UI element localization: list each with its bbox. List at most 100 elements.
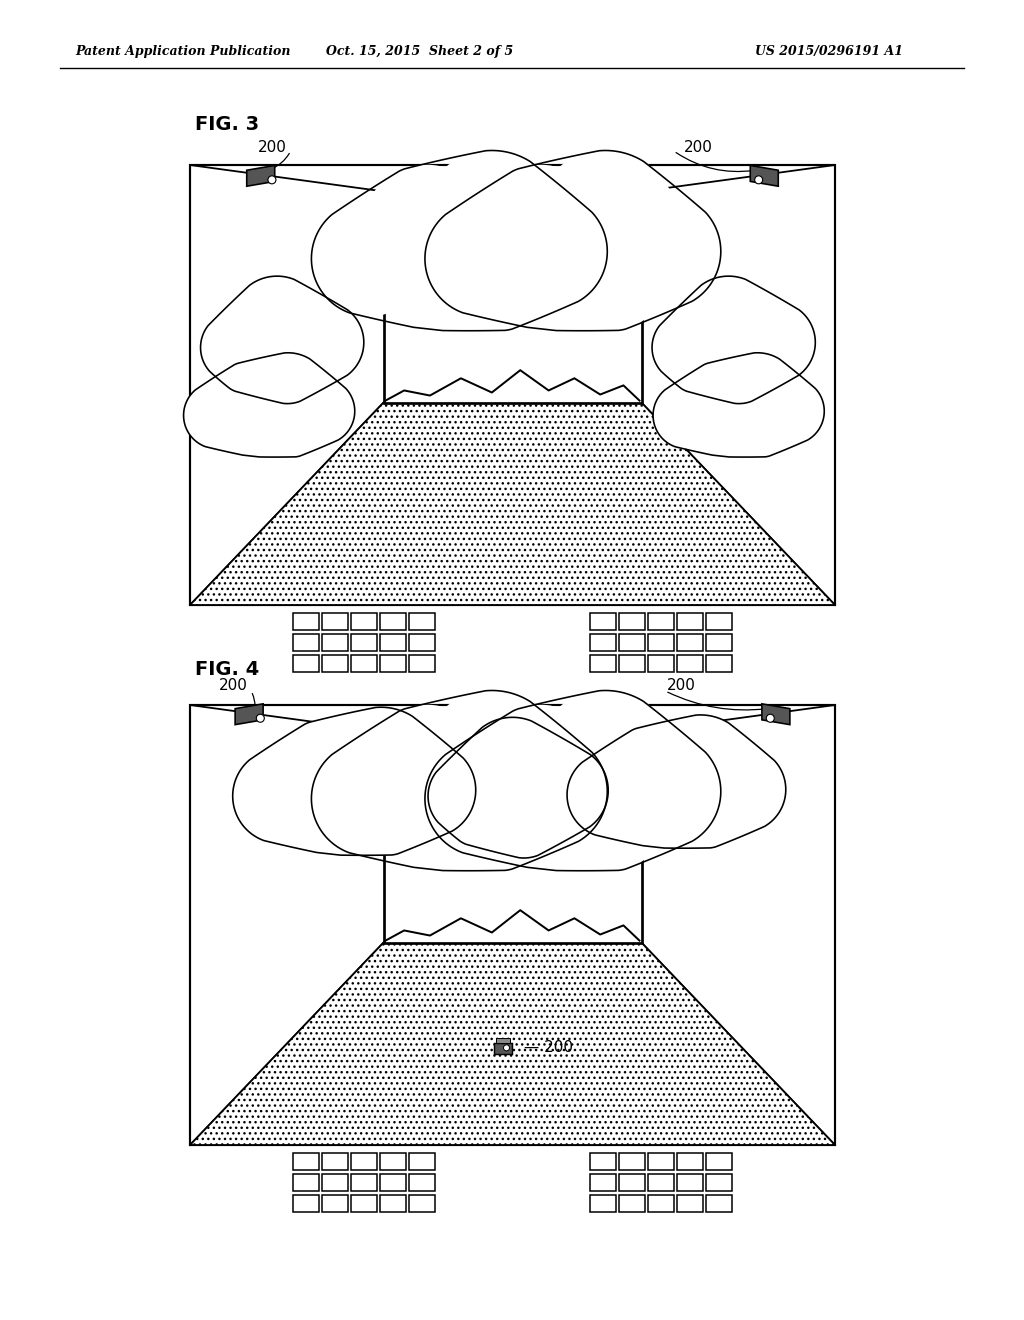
Bar: [351, 1152, 377, 1170]
Circle shape: [484, 779, 563, 858]
Bar: [618, 655, 645, 672]
Circle shape: [268, 176, 275, 183]
Bar: [351, 612, 377, 630]
Bar: [323, 1195, 348, 1212]
Bar: [380, 655, 407, 672]
Bar: [706, 634, 732, 651]
Circle shape: [605, 194, 721, 309]
Circle shape: [492, 194, 607, 309]
Circle shape: [694, 399, 754, 457]
Circle shape: [475, 165, 605, 294]
Circle shape: [668, 333, 728, 393]
Polygon shape: [751, 165, 778, 186]
Circle shape: [605, 734, 721, 849]
Circle shape: [425, 741, 541, 857]
Circle shape: [246, 352, 330, 436]
Circle shape: [703, 333, 774, 404]
Circle shape: [652, 312, 724, 383]
Bar: [384, 731, 641, 942]
Text: FIG. 3: FIG. 3: [195, 115, 259, 135]
Circle shape: [758, 378, 824, 445]
Circle shape: [311, 201, 427, 317]
Bar: [677, 655, 702, 672]
Circle shape: [232, 748, 328, 843]
Polygon shape: [762, 704, 790, 725]
Circle shape: [201, 312, 272, 383]
Bar: [590, 1173, 615, 1191]
Circle shape: [497, 770, 598, 871]
Bar: [648, 1152, 674, 1170]
Circle shape: [428, 756, 507, 836]
Circle shape: [534, 690, 678, 834]
Polygon shape: [385, 370, 640, 400]
Polygon shape: [247, 165, 274, 186]
Circle shape: [669, 774, 743, 849]
Circle shape: [462, 717, 563, 818]
Bar: [590, 1152, 615, 1170]
Bar: [410, 655, 435, 672]
Circle shape: [700, 747, 785, 833]
Circle shape: [518, 746, 608, 836]
Bar: [590, 612, 615, 630]
Bar: [677, 634, 702, 651]
Bar: [380, 612, 407, 630]
Bar: [618, 1152, 645, 1170]
Circle shape: [534, 150, 678, 294]
Bar: [323, 1173, 348, 1191]
Bar: [190, 165, 835, 605]
Circle shape: [263, 399, 322, 457]
Circle shape: [384, 230, 484, 331]
Circle shape: [755, 176, 763, 183]
Circle shape: [647, 714, 754, 821]
Bar: [410, 612, 435, 630]
Circle shape: [183, 381, 250, 449]
Circle shape: [384, 770, 484, 871]
Circle shape: [732, 399, 791, 457]
Circle shape: [475, 705, 605, 834]
Bar: [293, 1173, 319, 1191]
Circle shape: [492, 734, 607, 849]
Polygon shape: [190, 942, 835, 1144]
Circle shape: [425, 201, 541, 317]
Circle shape: [256, 714, 264, 722]
Circle shape: [231, 276, 323, 368]
Bar: [351, 1195, 377, 1212]
Bar: [323, 655, 348, 672]
Bar: [496, 1038, 510, 1043]
Circle shape: [683, 276, 774, 368]
Bar: [380, 634, 407, 651]
Bar: [494, 1043, 512, 1053]
Bar: [618, 634, 645, 651]
Text: 200: 200: [668, 677, 696, 693]
Text: FIG. 4: FIG. 4: [195, 660, 259, 678]
Circle shape: [274, 719, 381, 826]
Circle shape: [567, 752, 652, 838]
Polygon shape: [385, 911, 640, 941]
Bar: [706, 612, 732, 630]
Bar: [648, 1195, 674, 1212]
Bar: [590, 634, 615, 651]
Bar: [706, 655, 732, 672]
Bar: [410, 1195, 435, 1212]
Bar: [706, 1173, 732, 1191]
Bar: [648, 634, 674, 651]
Bar: [706, 1195, 732, 1212]
Circle shape: [653, 381, 720, 449]
Circle shape: [420, 690, 564, 834]
Circle shape: [733, 301, 815, 383]
Circle shape: [361, 165, 492, 294]
Bar: [351, 634, 377, 651]
Bar: [618, 1195, 645, 1212]
Circle shape: [225, 399, 284, 457]
Bar: [351, 655, 377, 672]
Circle shape: [292, 772, 375, 855]
Text: Patent Application Publication: Patent Application Publication: [75, 45, 291, 58]
Bar: [323, 634, 348, 651]
Circle shape: [449, 230, 550, 331]
Bar: [293, 1195, 319, 1212]
Bar: [380, 1173, 407, 1191]
Bar: [380, 1152, 407, 1170]
Bar: [293, 612, 319, 630]
Circle shape: [345, 772, 428, 855]
Text: 200: 200: [683, 140, 713, 154]
